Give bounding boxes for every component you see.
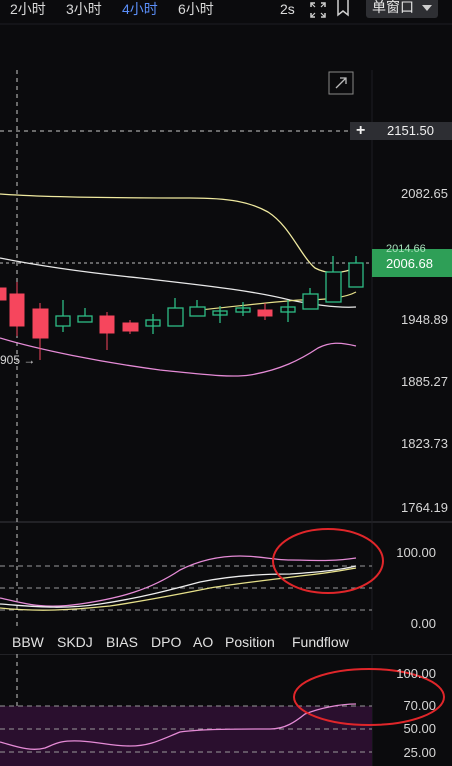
window-mode-dropdown[interactable]: 单窗口 <box>366 0 438 18</box>
bollinger-middle-line <box>0 257 357 308</box>
tab-skdj[interactable]: SKDJ <box>57 634 93 650</box>
timeframe-6h[interactable]: 6小时 <box>178 1 214 17</box>
top-toolbar: 2小时 3小时 4小时 6小时 2s 单窗口 <box>0 0 452 22</box>
plus-icon[interactable]: + <box>356 122 366 139</box>
indicator-line-pink <box>0 555 357 607</box>
chevron-down-icon <box>422 5 432 11</box>
speed-selector[interactable]: 2s <box>280 1 295 17</box>
bollinger-upper-line <box>0 193 357 274</box>
price-axis-label-3: 1885.27 <box>401 374 448 389</box>
left-price-label: 905 → <box>0 353 35 367</box>
crosshair-price-value: 2151.50 <box>387 123 434 138</box>
panel2-axis-100: 100.00 <box>396 666 436 681</box>
price-axis-label-2: 1948.89 <box>401 312 448 327</box>
left-price-value: 905 <box>0 353 21 367</box>
indicator-tabs: BBW SKDJ BIAS DPO AO Position Fundflow <box>0 630 452 654</box>
bollinger-lower-line <box>0 337 357 377</box>
price-axis-label-1: 2082.65 <box>401 186 448 201</box>
fullscreen-icon[interactable] <box>310 2 326 18</box>
annotation-circle-lower <box>293 668 445 726</box>
current-price-badge: 2014.66 2006.68 <box>372 243 452 277</box>
timeframe-4h[interactable]: 4小时 <box>122 1 158 17</box>
panel2-axis-70: 70.00 <box>403 698 436 713</box>
bookmark-icon[interactable] <box>336 0 350 18</box>
timeframe-2h[interactable]: 2小时 <box>10 1 46 17</box>
timeframe-3h[interactable]: 3小时 <box>66 1 102 17</box>
annotation-circle-upper <box>272 528 384 594</box>
arrow-right-icon: → <box>23 353 36 367</box>
tab-fundflow[interactable]: Fundflow <box>292 634 349 650</box>
indicator-line-white <box>0 565 357 608</box>
previous-price-value: 2014.66 <box>386 243 426 255</box>
tab-bias[interactable]: BIAS <box>106 634 138 650</box>
window-mode-label: 单窗口 <box>372 0 414 15</box>
price-axis-label-5: 1764.19 <box>401 500 448 515</box>
candles-up <box>55 256 364 334</box>
panel2-axis-25: 25.00 <box>403 745 436 760</box>
price-axis-label-4: 1823.73 <box>401 436 448 451</box>
tab-dpo[interactable]: DPO <box>151 634 182 650</box>
tab-bbw[interactable]: BBW <box>12 634 44 650</box>
indicator-line-yellow <box>0 567 357 611</box>
current-price-value: 2006.68 <box>386 256 433 271</box>
panel1-axis-100: 100.00 <box>396 545 436 560</box>
expand-icon[interactable] <box>328 71 354 95</box>
panel1-axis-0: 0.00 <box>410 616 436 631</box>
indicator-line-lower-pink <box>0 703 357 750</box>
tab-position[interactable]: Position <box>225 634 275 650</box>
panel2-axis-50: 50.00 <box>403 721 436 736</box>
tab-ao[interactable]: AO <box>193 634 214 650</box>
candles-down <box>0 282 273 360</box>
crosshair-price-marker: + 2151.50 <box>350 122 452 140</box>
